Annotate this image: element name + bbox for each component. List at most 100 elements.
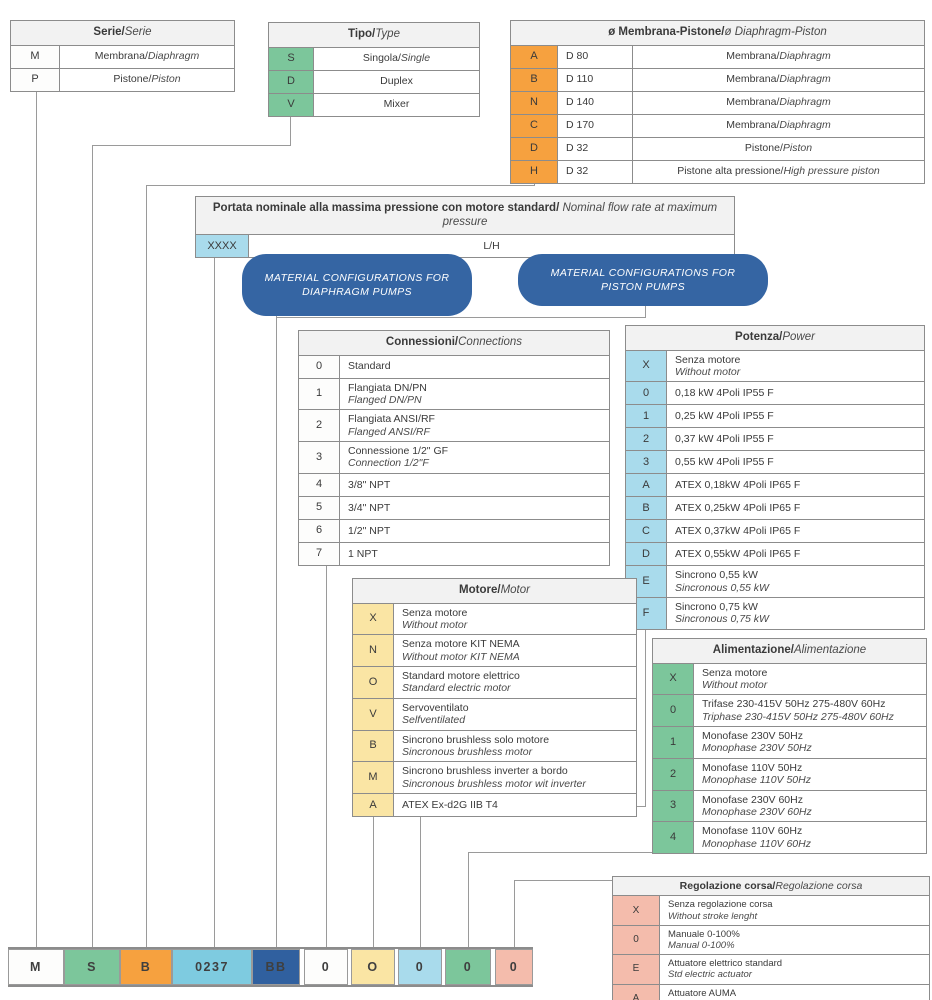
- model-code-row: M S B 0237 BB 0 O 0 0 0: [8, 947, 533, 987]
- row-text-it: Servoventilato: [402, 701, 469, 714]
- row-text-en: Flanged DN/PN: [348, 393, 422, 406]
- power-supply-table: Alimentazione/Alimentazione X Senza motore…: [652, 638, 927, 855]
- description-cell: Singola/Single: [314, 48, 479, 70]
- row-text-it: Monofase 230V 60Hz: [702, 793, 803, 806]
- table-row: 0 Trifase 230-415V 50Hz 275-480V 60Hz Trip…: [653, 695, 926, 728]
- table-row: A ATEX Ex-d2G IIB T4: [353, 794, 636, 817]
- row-text-en: Diaphragm: [147, 50, 200, 63]
- code-cell: 4: [299, 473, 340, 496]
- connector-line: [146, 185, 535, 186]
- row-text-it: Senza regolazione corsa: [668, 899, 773, 911]
- description-cell: ATEX 0,37kW 4Poli IP65 F: [667, 520, 924, 542]
- table-row: 1 Flangiata DN/PN Flanged DN/PN: [299, 378, 609, 411]
- code-cell: 5: [299, 496, 340, 519]
- description-cell: Monofase 230V 50Hz Monophase 230V 50Hz: [694, 727, 926, 758]
- code-cell: 3: [299, 442, 340, 473]
- description-cell: Standard motore elettrico Standard electr…: [394, 667, 636, 698]
- table-row: 4 3/8" NPT: [299, 473, 609, 497]
- serie-table: Serie/Serie M Membrana/ Diaphragm P Pistone/…: [10, 20, 235, 92]
- table-row: C ATEX 0,37kW 4Poli IP65 F: [626, 520, 924, 544]
- row-text-it: Sincrono 0,75 kW: [675, 601, 758, 614]
- connector-line: [420, 806, 421, 947]
- row-text-it: Membrana/: [726, 96, 780, 109]
- connector-line: [146, 185, 147, 947]
- code-cell: A: [626, 474, 667, 497]
- code-cell: M: [11, 45, 60, 68]
- row-text-it: Standard: [348, 360, 391, 373]
- nominal-flow-table: Portata nominale alla massima pressione …: [195, 196, 735, 259]
- description-cell: Connessione 1/2" GF Connection 1/2"F: [340, 442, 609, 473]
- row-text-it: Singola/: [362, 52, 401, 65]
- model-code-cell: O: [351, 949, 395, 985]
- row-text-it: Attuatore AUMA: [668, 987, 737, 999]
- connector-line: [514, 880, 515, 947]
- table-title: Connessioni/Connections: [299, 331, 609, 356]
- description-cell: Pistone alta pressione/High pressure pis…: [633, 161, 924, 183]
- size-cell: D 170: [558, 114, 633, 137]
- connector-line: [92, 145, 93, 947]
- description-cell: Monofase 110V 50Hz Monophase 110V 50Hz: [694, 759, 926, 790]
- row-text-en: Monophase 230V 50Hz: [702, 742, 812, 755]
- table-row: V Mixer: [269, 93, 479, 116]
- model-code-cell: 0: [304, 949, 348, 985]
- table-row: X Senza motore Without motor: [653, 663, 926, 696]
- description-cell: 0,37 kW 4Poli IP55 F: [667, 428, 924, 450]
- table-row: P Pistone/ Piston: [11, 68, 234, 91]
- row-text-en: Piston: [151, 73, 181, 86]
- description-cell: ATEX 0,55kW 4Poli IP65 F: [667, 543, 924, 565]
- description-cell: Trifase 230-415V 50Hz 275-480V 60Hz Triph…: [694, 695, 926, 726]
- table-row: 2 Flangiata ANSI/RF Flanged ANSI/RF: [299, 410, 609, 443]
- table-title-it: Tipo/: [348, 28, 376, 40]
- row-text-en: Manual 0-100%: [668, 939, 735, 951]
- description-cell: Standard: [340, 356, 609, 378]
- connector-line: [468, 852, 469, 947]
- row-text-it: 0,25 kW 4Poli IP55 F: [675, 410, 774, 423]
- table-row: M Membrana/ Diaphragm: [11, 45, 234, 69]
- description-cell: Membrana/Diaphragm: [633, 46, 924, 68]
- model-code-cell: 0237: [172, 949, 252, 985]
- description-cell: Sincrono 0,55 kW Sincronous 0,55 kW: [667, 566, 924, 597]
- row-text-it: Standard motore elettrico: [402, 670, 520, 683]
- size-cell: D 140: [558, 91, 633, 114]
- connector-line: [326, 500, 327, 947]
- code-cell: 2: [653, 758, 694, 790]
- table-row: 1 Monofase 230V 50Hz Monophase 230V 50Hz: [653, 727, 926, 759]
- model-code-cell: S: [64, 949, 120, 985]
- row-text-it: ATEX Ex-d2G IIB T4: [402, 798, 498, 811]
- code-cell: V: [269, 93, 314, 116]
- table-title: ø Membrana-Pistone/ø Diaphragm-Piston: [511, 21, 924, 46]
- motor-table: Motore/Motor X Senza motore Without motor N S…: [352, 578, 637, 818]
- code-cell: N: [511, 91, 558, 114]
- connections-table: Connessioni/Connections 0 Standard 1 Flangia…: [298, 330, 610, 566]
- connector-line: [514, 880, 614, 881]
- code-cell: 4: [653, 822, 694, 854]
- description-cell: Sincrono brushless inverter a bordo Sincr…: [394, 762, 636, 793]
- description-cell: Manuale 0-100% Manual 0-100%: [660, 926, 929, 954]
- row-text-it: 3/4" NPT: [348, 501, 391, 514]
- connector-line: [468, 852, 673, 853]
- table-row: N Senza motore KIT NEMA Without motor KIT …: [353, 635, 636, 668]
- code-cell: A: [511, 45, 558, 68]
- row-text-it: Mixer: [383, 98, 410, 111]
- description-cell: Duplex: [314, 71, 479, 93]
- description-cell: Attuatore AUMAAUMA actuator: [660, 985, 929, 1000]
- connector-line: [373, 750, 374, 947]
- description-cell: Monofase 110V 60Hz Monophase 110V 60Hz: [694, 822, 926, 853]
- description-cell: Membrana/Diaphragm: [633, 92, 924, 114]
- row-text-it: Membrana/: [726, 50, 780, 63]
- row-text-it: 0,37 kW 4Poli IP55 F: [675, 433, 774, 446]
- row-text-it: Senza motore KIT NEMA: [402, 638, 520, 651]
- description-cell: Mixer: [314, 94, 479, 116]
- row-text-it: Membrana/: [94, 50, 148, 63]
- code-cell: D: [511, 137, 558, 160]
- tipo-table: Tipo/Type S Singola/Single D Duplex V Mixer: [268, 22, 480, 117]
- description-cell: Sincrono brushless solo motore Sincronous…: [394, 731, 636, 762]
- code-cell: 1: [626, 405, 667, 428]
- stroke-adjustment-table: Regolazione corsa/Regolazione corsa X Senz…: [612, 876, 930, 1000]
- code-cell: X: [626, 350, 667, 382]
- table-row: E Sincrono 0,55 kW Sincronous 0,55 kW: [626, 566, 924, 599]
- table-row: V Servoventilato Selfventilated: [353, 698, 636, 731]
